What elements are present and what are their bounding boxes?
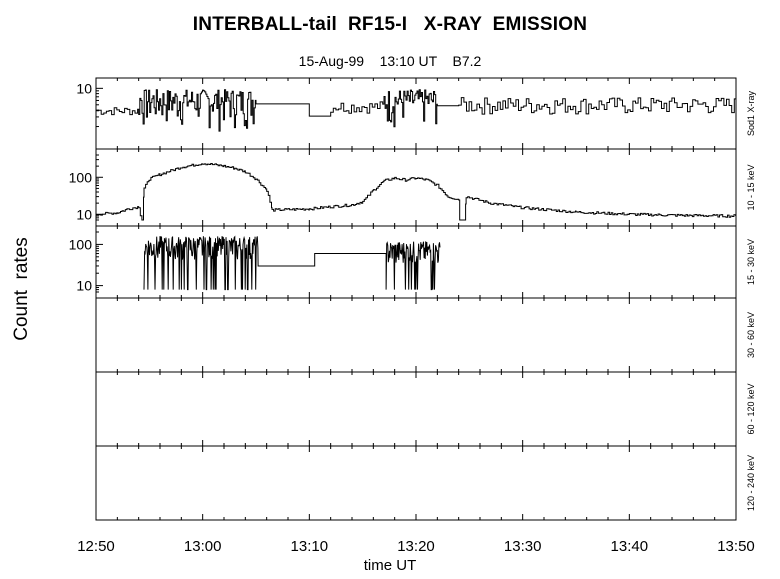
series-line	[143, 235, 441, 291]
y-tick-label: 10	[76, 206, 92, 222]
y-tick-label: 100	[69, 236, 93, 252]
panel-4: 30 - 60 keV	[95, 297, 756, 373]
channel-label: 10 - 15 keV	[746, 164, 756, 210]
x-tick-label: 13:50	[717, 538, 755, 555]
panel-frame	[95, 297, 737, 373]
panel-frame	[95, 77, 737, 150]
y-tick-label: 10	[76, 80, 92, 96]
x-tick-label: 13:40	[611, 538, 649, 555]
panel-1: Sod1 X-ray 10	[76, 77, 756, 150]
panel-5: 60 - 120 keV	[95, 371, 756, 447]
x-tick-label: 13:20	[397, 538, 435, 555]
x-tick-label: 13:00	[184, 538, 222, 555]
x-tick-label: 12:50	[77, 538, 115, 555]
chart-title: INTERBALL-tail RF15-I X-RAY EMISSION	[192, 14, 588, 35]
x-tick-label: 13:10	[291, 538, 329, 555]
series-line	[96, 163, 736, 221]
x-tick-label: 13:30	[504, 538, 542, 555]
panel-2: 10 - 15 keV 10 100	[69, 148, 756, 227]
channel-label: 60 - 120 keV	[746, 383, 756, 434]
x-axis-label: time UT	[363, 557, 417, 574]
panel-3: 15 - 30 keV 10 100	[69, 225, 756, 299]
panel-frame	[95, 371, 737, 447]
y-tick-label: 100	[69, 169, 93, 185]
y-tick-label: 10	[76, 278, 92, 294]
channel-label: 15 - 30 keV	[746, 239, 756, 285]
panel-frame	[95, 445, 737, 521]
panel-6: 120 - 240 keV	[95, 445, 756, 521]
channel-label: 30 - 60 keV	[746, 312, 756, 358]
chart-subtitle: 15-Aug-99 13:10 UT B7.2	[298, 53, 482, 69]
series-line	[96, 89, 736, 132]
channel-label: 120 - 240 keV	[746, 455, 756, 511]
channel-label: Sod1 X-ray	[746, 90, 756, 136]
